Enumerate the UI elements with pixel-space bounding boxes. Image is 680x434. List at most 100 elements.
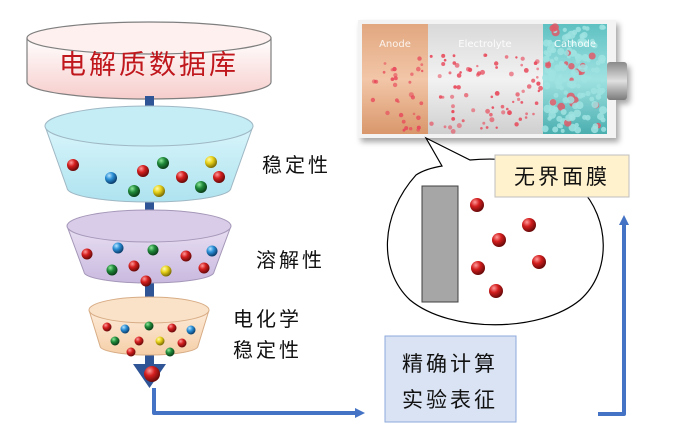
electrolyte-ion xyxy=(537,89,540,93)
electrolyte-ion xyxy=(518,117,522,121)
electrolyte-ion xyxy=(443,58,447,62)
electrolyte-ion xyxy=(416,115,421,121)
electrolyte-ion xyxy=(532,112,535,116)
electrolyte-ion xyxy=(373,80,377,83)
molecule xyxy=(81,248,93,260)
molecule xyxy=(157,157,169,169)
electrolyte-ion xyxy=(494,61,499,66)
electrolyte-ion xyxy=(507,110,512,116)
cathode-particle xyxy=(569,82,574,87)
electrolyte-ion xyxy=(464,93,469,98)
stage-3-label-line-2: 稳定性 xyxy=(233,338,302,362)
electrolyte-ion xyxy=(451,104,455,109)
electrolyte-ion xyxy=(476,64,479,68)
electrolyte-ion xyxy=(504,55,509,59)
cathode-particle xyxy=(585,114,591,121)
electrolyte-ion xyxy=(385,110,390,116)
electrolyte-ion xyxy=(494,91,500,96)
cathode-particle xyxy=(574,122,579,128)
cathode-particle xyxy=(557,75,563,80)
electrolyte-ion xyxy=(520,56,525,61)
electrolyte-ion xyxy=(450,129,456,134)
electrolyte-ion xyxy=(485,126,489,129)
molecule xyxy=(126,347,136,357)
cathode-particle xyxy=(570,70,576,76)
cathode-particle xyxy=(574,53,583,62)
molecule xyxy=(105,172,117,184)
cathode-particle xyxy=(562,97,569,104)
cathode-particle xyxy=(585,26,590,31)
electrolyte-ion xyxy=(512,100,515,104)
electrolyte-ion xyxy=(509,71,514,77)
molecule xyxy=(160,265,172,277)
cathode-particle xyxy=(565,114,573,122)
funnel-stage-electrochemical: 电化学 稳定性 xyxy=(88,296,302,362)
electrolyte-ion xyxy=(393,73,398,78)
molecules-stage-2 xyxy=(81,242,218,287)
electrolyte-ion xyxy=(489,117,495,123)
electrolyte-ion xyxy=(408,92,414,98)
cathode-particle xyxy=(547,45,555,53)
cathode-particle xyxy=(549,58,554,64)
ion xyxy=(522,218,536,232)
electrolyte-ion xyxy=(531,78,536,83)
molecule xyxy=(206,245,218,257)
electrolyte-ion xyxy=(420,63,424,66)
ion xyxy=(492,233,506,247)
cathode-particle xyxy=(560,109,567,115)
electrolyte-ion xyxy=(468,67,473,72)
cathode-particle xyxy=(581,54,590,62)
interface-box: 无界面膜 xyxy=(494,154,630,198)
electrolyte-ion xyxy=(419,101,424,106)
cathode-particle xyxy=(541,125,549,133)
electrolyte-ion xyxy=(421,69,424,73)
electrolyte-ion xyxy=(524,116,528,119)
stage-3-label-line-1: 电化学 xyxy=(233,307,302,331)
molecule xyxy=(167,323,177,333)
molecule xyxy=(147,244,159,256)
ion xyxy=(471,261,485,275)
cathode-particle xyxy=(557,48,565,56)
cathode-particle xyxy=(542,55,550,63)
molecule xyxy=(177,338,187,348)
database-cylinder: 电解质数据库 xyxy=(26,21,272,100)
electrolyte-ion xyxy=(538,85,543,91)
battery-cathode-label: Cathode xyxy=(554,39,596,50)
electrolyte-ion xyxy=(410,72,414,76)
cathode-particle xyxy=(600,117,606,123)
ion xyxy=(470,198,484,212)
methods-line-2: 实验表征 xyxy=(402,388,498,412)
cathode-particle xyxy=(580,92,586,98)
cathode-particle xyxy=(559,63,568,72)
electrolyte-ion xyxy=(450,94,455,99)
electrolyte-ion xyxy=(416,128,421,132)
cathode-particle xyxy=(579,64,587,73)
molecule xyxy=(198,262,210,274)
electrolyte-ion xyxy=(409,127,413,131)
battery-anode-label: Anode xyxy=(379,39,411,50)
electrolyte-ion xyxy=(482,121,486,125)
stage-1-label: 稳定性 xyxy=(262,153,331,177)
electrolyte-ion xyxy=(429,121,434,126)
cathode-particle xyxy=(549,24,557,32)
cathode-particle xyxy=(555,82,562,90)
cathode-particle xyxy=(551,41,557,48)
cathode-particle xyxy=(595,94,602,100)
electrolyte-ion xyxy=(392,82,398,88)
molecule xyxy=(144,321,154,331)
cathode-particle xyxy=(592,123,599,130)
molecule xyxy=(102,322,112,332)
cathode-particle xyxy=(601,126,607,132)
electrolyte-ion xyxy=(401,119,406,124)
cathode-particle xyxy=(573,109,582,118)
electrolyte-ion xyxy=(383,62,387,65)
electrolyte-ion xyxy=(523,68,529,73)
interface-label: 无界面膜 xyxy=(514,165,610,189)
cathode-particle xyxy=(556,123,562,129)
electrolyte-ion xyxy=(393,76,398,81)
cathode-particle xyxy=(554,56,559,61)
molecule xyxy=(134,336,144,346)
cathode-particle xyxy=(574,126,582,134)
electrolyte-ion xyxy=(412,112,416,116)
cathode-particle xyxy=(598,54,606,63)
